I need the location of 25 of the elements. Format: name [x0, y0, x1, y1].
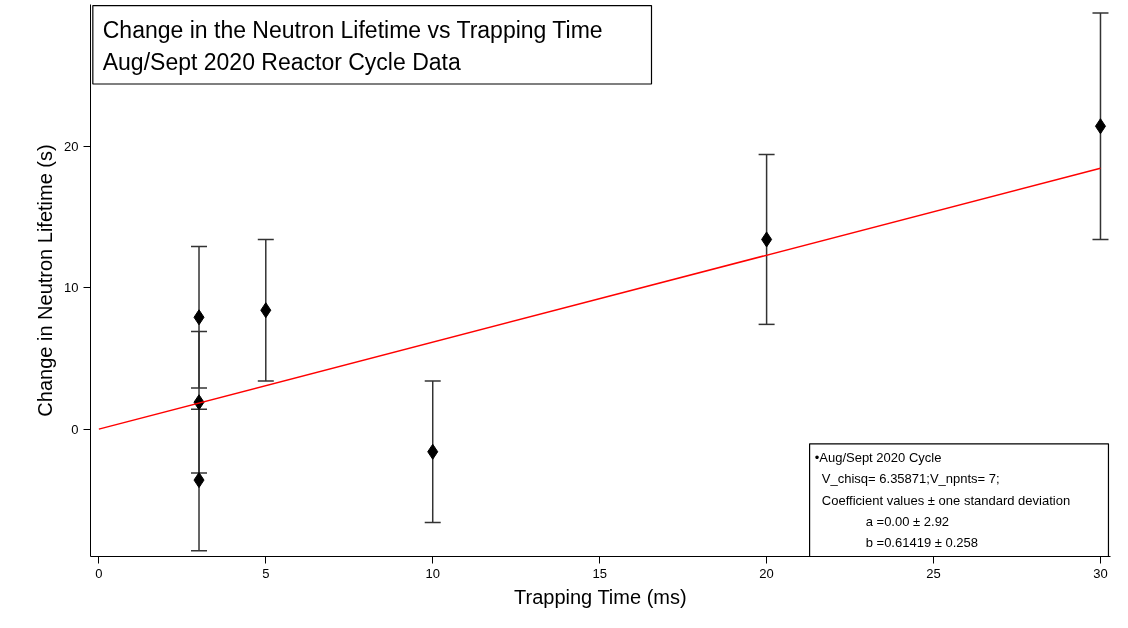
x-axis-title: Trapping Time (ms) [514, 585, 687, 608]
point [761, 231, 773, 248]
point [1094, 118, 1106, 135]
x-tick-label: 25 [926, 565, 941, 581]
text: Change in the Neutron Lifetime vs Trapping Time [102, 17, 603, 44]
y-tick-label: 0 [71, 421, 79, 437]
annotation: a =0.00 ± 2.92 [865, 513, 950, 529]
annotation: •Aug/Sept 2020 Cycle [814, 450, 942, 466]
x-tick-label: 10 [425, 565, 440, 581]
x-tick-label: 5 [262, 565, 270, 581]
point [193, 309, 205, 326]
y-tick-label: 20 [64, 138, 79, 154]
point [427, 443, 439, 460]
point [193, 472, 205, 489]
annotation: Coefficient values ± one standard deviation [821, 492, 1071, 508]
annotation: b =0.61419 ± 0.258 [865, 535, 979, 551]
text: Aug/Sept 2020 Reactor Cycle Data [102, 48, 461, 75]
x-tick-label: 15 [592, 565, 607, 581]
x-tick-label: 20 [759, 565, 774, 581]
annotation: V_chisq= 6.35871;V_npnts= 7; [821, 471, 1000, 487]
y-tick-label: 10 [64, 280, 79, 296]
x-tick-label: 0 [95, 565, 103, 581]
x-tick-label: 30 [1093, 565, 1108, 581]
point [260, 302, 272, 319]
y-axis-title: Change in Neutron Lifetime (s) [34, 144, 57, 417]
